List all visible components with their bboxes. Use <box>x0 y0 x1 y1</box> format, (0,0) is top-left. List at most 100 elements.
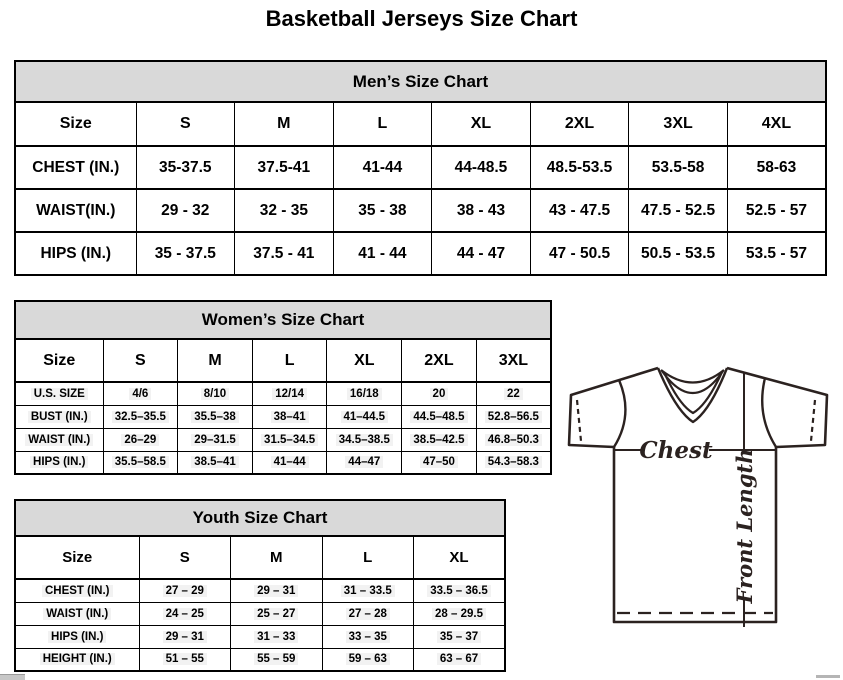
sleeve-seam-right <box>761 377 778 448</box>
table-row: CHEST (IN.) 27 – 29 29 – 31 31 – 33.5 33.5 –… <box>14 578 506 603</box>
cell-text: 41–44 <box>270 456 309 469</box>
cell-text: Men’s Size Chart <box>352 71 489 91</box>
cell-text: Size <box>59 115 92 132</box>
page-title: Basketball Jerseys Size Chart <box>265 6 578 31</box>
cell-text: 44.5–48.5 <box>410 410 468 423</box>
scrollbar-fragment-right[interactable] <box>816 675 840 678</box>
size-value-cell: 12/14 <box>251 381 328 406</box>
cell-text: 22 <box>503 387 523 400</box>
column-header: S <box>138 535 231 580</box>
cell-text: 35 - 38 <box>358 201 407 219</box>
cell-text: 55 – 59 <box>254 653 299 666</box>
cell-text: 38 - 43 <box>456 201 506 219</box>
column-header: Size <box>14 338 104 383</box>
size-value-cell: 29–31.5 <box>177 427 253 452</box>
cell-text: HEIGHT (IN.) <box>39 653 115 666</box>
size-value-cell: 27 – 28 <box>321 601 414 626</box>
row-label: HIPS (IN.) <box>14 450 104 475</box>
size-value-cell: 54.3–58.3 <box>475 450 552 475</box>
column-header: XL <box>431 101 531 147</box>
size-value-cell: 29 - 32 <box>135 188 236 233</box>
cell-text: 35-37.5 <box>158 158 212 176</box>
size-value-cell: 25 – 27 <box>230 601 323 626</box>
column-header: S <box>135 101 236 147</box>
cell-text: CHEST (IN.) <box>41 584 113 597</box>
size-value-cell: 20 <box>401 381 477 406</box>
cell-text: 27 – 28 <box>345 607 390 620</box>
size-value-cell: 41–44 <box>251 450 328 475</box>
cell-text: 37.5 - 41 <box>253 244 315 262</box>
size-value-cell: 35-37.5 <box>135 145 236 190</box>
women-table-title: Women’s Size Chart <box>14 300 552 340</box>
row-label: U.S. SIZE <box>14 381 104 406</box>
size-value-cell: 35 - 38 <box>332 188 433 233</box>
size-header-row: Size S M L XL 2XL 3XL <box>14 338 552 383</box>
table-row: U.S. SIZE 4/6 8/10 12/14 16/18 20 22 <box>14 381 552 406</box>
size-value-cell: 31.5–34.5 <box>251 427 328 452</box>
row-label: WAIST (IN.) <box>14 427 104 452</box>
column-header: 3XL <box>628 101 728 147</box>
cell-text: 38–41 <box>270 410 309 423</box>
size-value-cell: 32.5–35.5 <box>102 404 179 429</box>
column-header: M <box>177 338 253 383</box>
cell-text: 35 - 37.5 <box>154 244 216 262</box>
cell-text: 31 – 33 <box>254 630 299 643</box>
cell-text: 63 – 67 <box>436 653 482 666</box>
cell-text: 25 – 27 <box>254 607 299 620</box>
table-row: WAIST(IN.) 29 - 32 32 - 35 35 - 38 38 - 43 43… <box>14 188 827 233</box>
cell-text: 47 - 50.5 <box>548 244 611 262</box>
cell-text: 29 – 31 <box>254 584 299 597</box>
table-row: WAIST (IN.) 24 – 25 25 – 27 27 – 28 28 – 29.… <box>14 601 506 626</box>
cell-text: 32 - 35 <box>259 201 308 219</box>
cell-text: 35 – 37 <box>436 630 482 643</box>
cell-text: WAIST(IN.) <box>36 201 116 219</box>
column-header: L <box>332 101 433 147</box>
cell-text: S <box>134 351 146 369</box>
cell-text: CHEST (IN.) <box>32 158 120 176</box>
cell-text: XL <box>354 351 375 369</box>
size-value-cell: 37.5 - 41 <box>234 231 334 276</box>
row-label: CHEST (IN.) <box>14 145 137 190</box>
size-value-cell: 41–44.5 <box>326 404 403 429</box>
cell-text: M <box>208 351 222 369</box>
cell-text: 35.5–38 <box>191 410 239 423</box>
cell-text: 33.5 – 36.5 <box>427 584 491 597</box>
cell-text: 37.5-41 <box>257 158 311 176</box>
column-header: L <box>251 338 328 383</box>
cell-text: Size <box>62 549 93 566</box>
cell-text: 27 – 29 <box>162 584 207 597</box>
youth-size-chart-table: Youth Size Chart Size S M L XL CHEST (IN.) 27 –… <box>14 499 506 672</box>
cuff-stitch-right <box>809 399 817 442</box>
cell-text: BUST (IN.) <box>27 410 91 423</box>
column-header: Size <box>14 535 140 580</box>
cell-text: 3XL <box>663 115 693 132</box>
scrollbar-fragment-left[interactable] <box>0 674 25 680</box>
size-value-cell: 43 - 47.5 <box>529 188 630 233</box>
cell-text: Youth Size Chart <box>192 508 328 527</box>
size-value-cell: 47–50 <box>401 450 477 475</box>
cell-text: 3XL <box>498 351 529 369</box>
size-value-cell: 44-48.5 <box>431 145 531 190</box>
cell-text: 41–44.5 <box>340 410 389 423</box>
cell-text: 44–47 <box>345 456 384 469</box>
size-value-cell: 35 – 37 <box>413 624 506 649</box>
size-value-cell: 52.8–56.5 <box>475 404 552 429</box>
cell-text: 38.5–42.5 <box>410 433 468 446</box>
cell-text: HIPS (IN.) <box>40 244 112 262</box>
cuff-stitch-left <box>575 399 583 442</box>
cell-text: 28 – 29.5 <box>432 607 486 620</box>
cell-text: 50.5 - 53.5 <box>641 244 716 262</box>
cell-text: 4/6 <box>129 387 152 400</box>
cell-text: WAIST (IN.) <box>43 607 112 620</box>
size-value-cell: 52.5 - 57 <box>726 188 827 233</box>
size-value-cell: 31 – 33 <box>230 624 323 649</box>
cell-text: 53.5-58 <box>651 158 705 176</box>
size-value-cell: 55 – 59 <box>230 647 323 672</box>
size-value-cell: 37.5-41 <box>234 145 334 190</box>
cell-text: M <box>270 549 283 566</box>
table-row: HEIGHT (IN.) 51 – 55 55 – 59 59 – 63 63 – 67 <box>14 647 506 672</box>
size-value-cell: 32 - 35 <box>234 188 334 233</box>
cell-text: 43 - 47.5 <box>548 201 611 219</box>
row-label: HEIGHT (IN.) <box>14 647 140 672</box>
cell-text: 8/10 <box>200 387 230 400</box>
